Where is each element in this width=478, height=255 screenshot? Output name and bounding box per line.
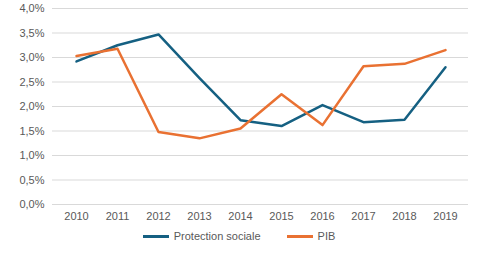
svg-text:2010: 2010 bbox=[64, 210, 88, 222]
svg-text:2,5%: 2,5% bbox=[19, 76, 44, 88]
svg-text:2015: 2015 bbox=[269, 210, 293, 222]
svg-text:2012: 2012 bbox=[146, 210, 170, 222]
svg-text:0,5%: 0,5% bbox=[19, 174, 44, 186]
svg-text:1,0%: 1,0% bbox=[19, 149, 44, 161]
svg-text:2017: 2017 bbox=[351, 210, 375, 222]
svg-text:1,5%: 1,5% bbox=[19, 125, 44, 137]
svg-text:3,5%: 3,5% bbox=[19, 27, 44, 39]
svg-text:2018: 2018 bbox=[392, 210, 416, 222]
svg-text:3,0%: 3,0% bbox=[19, 51, 44, 63]
svg-text:2016: 2016 bbox=[310, 210, 334, 222]
svg-text:0,0%: 0,0% bbox=[19, 198, 44, 210]
html-text:Protection sociale: Protection sociale bbox=[173, 230, 261, 242]
svg-text:2014: 2014 bbox=[228, 210, 252, 222]
svg-text:4,0%: 4,0% bbox=[19, 2, 44, 14]
svg-text:2,0%: 2,0% bbox=[19, 100, 44, 112]
svg-text:2011: 2011 bbox=[106, 210, 130, 222]
svg-text:2013: 2013 bbox=[187, 210, 211, 222]
html-text:PIB: PIB bbox=[317, 230, 336, 242]
svg-text:2019: 2019 bbox=[433, 210, 457, 222]
